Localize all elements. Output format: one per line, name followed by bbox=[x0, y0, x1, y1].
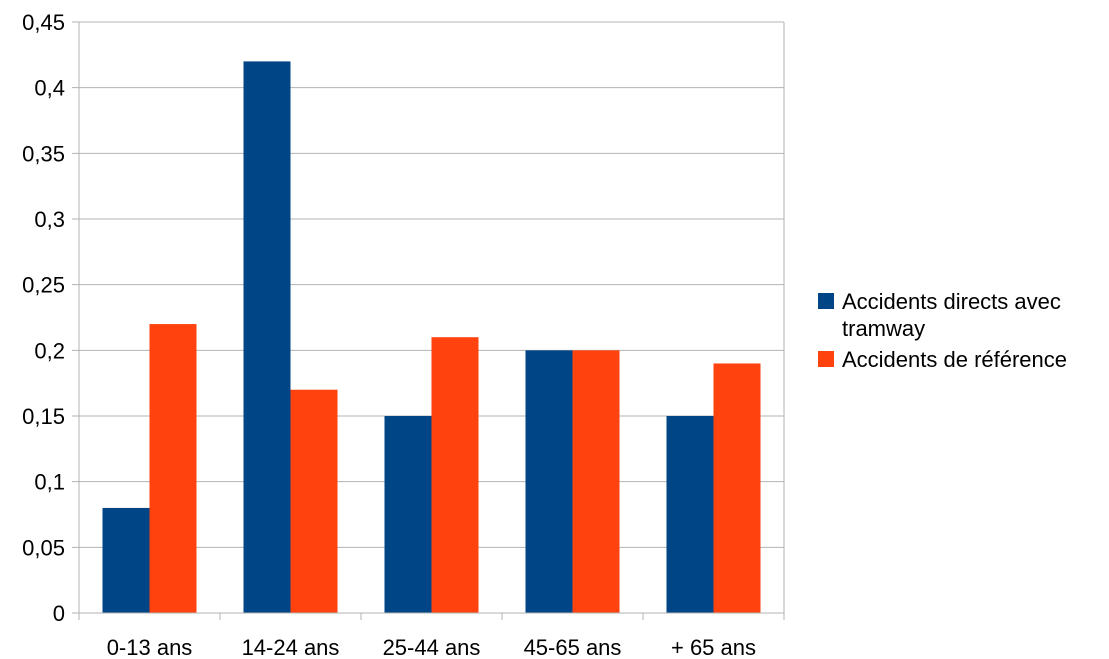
bar-series-1-5[interactable] bbox=[666, 416, 714, 613]
legend-label-series-1: Accidents directs avec tramway bbox=[842, 289, 1061, 341]
y-tick-label: 0,4 bbox=[34, 76, 65, 101]
y-tick-label: 0,3 bbox=[34, 207, 65, 232]
axes bbox=[78, 22, 785, 620]
y-tick-label: 0,15 bbox=[22, 404, 65, 429]
legend-swatch-series-1 bbox=[818, 293, 834, 309]
x-tick-label: 45-65 ans bbox=[524, 635, 622, 659]
y-tick-label: 0,05 bbox=[22, 535, 65, 560]
bar-series-2-1[interactable] bbox=[149, 324, 197, 613]
x-tick-labels: 0-13 ans 14-24 ans 25-44 ans 45-65 ans + 65 … bbox=[107, 635, 756, 659]
bar-series-1-4[interactable] bbox=[525, 350, 573, 613]
y-tick-label: 0,45 bbox=[22, 10, 65, 35]
legend-item-series-2[interactable]: Accidents de référence bbox=[818, 346, 1108, 373]
bar-series-2-2[interactable] bbox=[290, 389, 338, 613]
y-tick-label: 0,2 bbox=[34, 338, 65, 363]
bar-series-2-5[interactable] bbox=[713, 363, 761, 613]
bars bbox=[102, 61, 761, 613]
legend: Accidents directs avec tramway Accidents… bbox=[818, 288, 1108, 377]
y-tick-label: 0,25 bbox=[22, 273, 65, 298]
bar-series-1-1[interactable] bbox=[102, 507, 150, 613]
x-tick-label: 25-44 ans bbox=[383, 635, 481, 659]
bar-series-2-3[interactable] bbox=[431, 337, 479, 613]
y-tick-labels: 0 0,05 0,1 0,15 0,2 0,25 0,3 0,35 0,4 0,45 bbox=[22, 10, 65, 626]
x-tick-label: 0-13 ans bbox=[107, 635, 193, 659]
x-tick-label: + 65 ans bbox=[671, 635, 756, 659]
bar-series-1-3[interactable] bbox=[384, 416, 432, 613]
y-tick-label: 0,1 bbox=[34, 470, 65, 495]
legend-label-series-2: Accidents de référence bbox=[842, 347, 1068, 372]
bar-series-1-2[interactable] bbox=[243, 61, 291, 613]
y-tick-label: 0 bbox=[53, 601, 65, 626]
y-tick-label: 0,35 bbox=[22, 141, 65, 166]
x-tick-label: 14-24 ans bbox=[242, 635, 340, 659]
bar-series-2-4[interactable] bbox=[572, 350, 620, 613]
legend-swatch-series-2 bbox=[818, 351, 834, 367]
legend-item-series-1[interactable]: Accidents directs avec tramway bbox=[818, 288, 1108, 342]
